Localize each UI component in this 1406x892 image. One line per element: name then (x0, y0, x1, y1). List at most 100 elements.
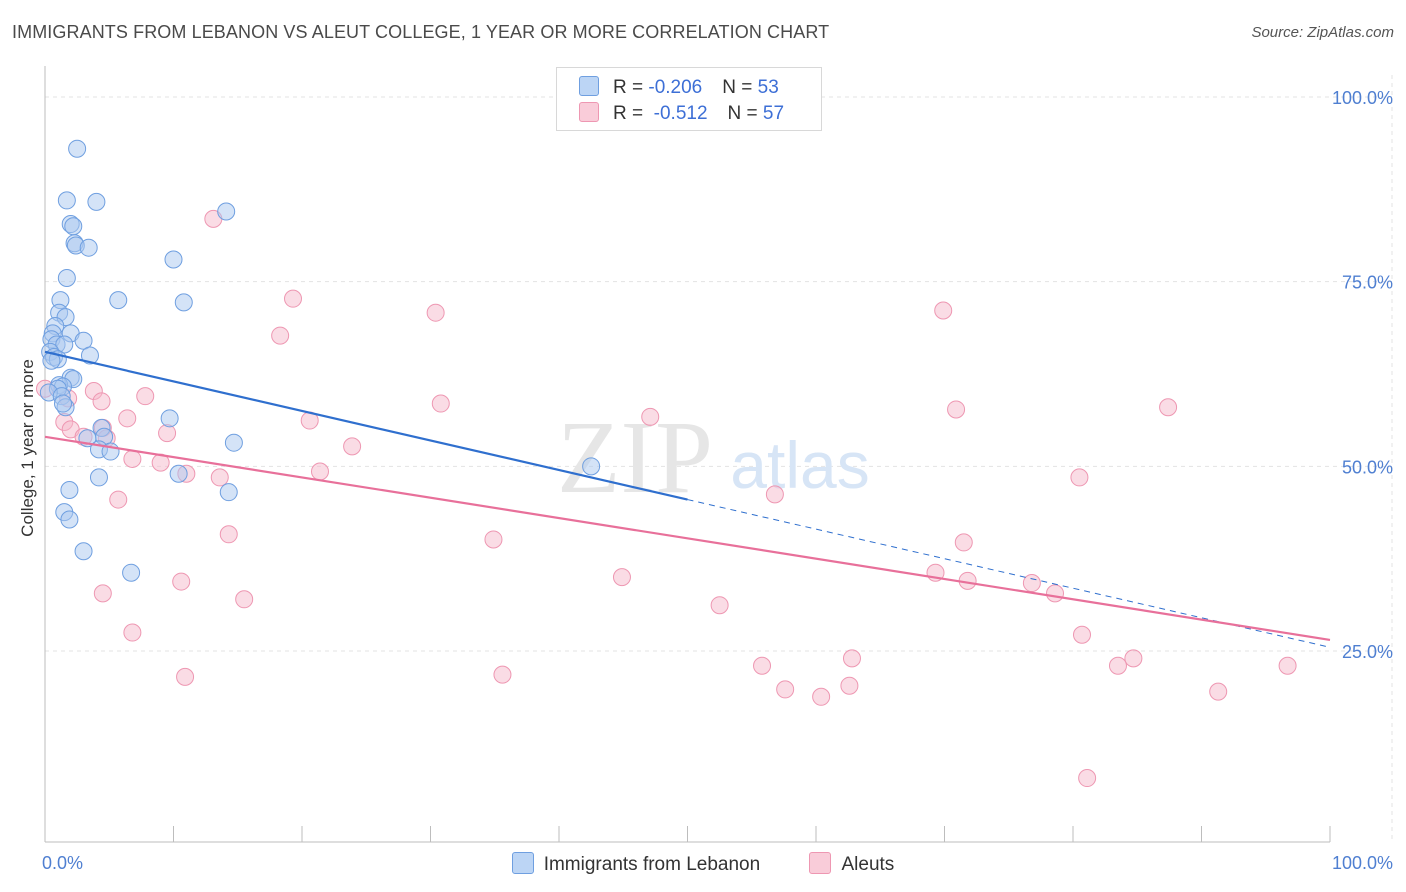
series-legend: Immigrants from Lebanon Aleuts (0, 852, 1406, 876)
data-point-aleuts (612, 568, 631, 587)
chart-title: IMMIGRANTS FROM LEBANON VS ALEUT COLLEGE… (12, 22, 830, 42)
data-point-aleuts (765, 485, 784, 504)
data-point-aleuts (493, 665, 512, 684)
legend-label-lebanon: Immigrants from Lebanon (543, 854, 761, 875)
legend-swatch-lebanon (511, 852, 534, 874)
data-point-aleuts (431, 394, 450, 413)
legend-item-aleuts: Aleuts (809, 852, 894, 876)
data-point-aleuts (812, 687, 831, 706)
data-point-aleuts (934, 301, 953, 320)
n-label: N = (722, 77, 758, 98)
legend-swatch-lebanon (579, 76, 599, 96)
data-point-aleuts (1124, 649, 1143, 668)
x-tick-label: 100.0% (1332, 853, 1393, 873)
legend-row-lebanon: R = -0.206 N = 53 (579, 76, 779, 100)
data-point-aleuts (1072, 625, 1091, 644)
data-point-lebanon (68, 139, 87, 158)
data-point-aleuts (954, 533, 973, 552)
y-tick-label: 75.0% (1342, 273, 1393, 293)
r-value-aleuts: -0.512 (648, 103, 708, 124)
trend-lines (44, 350, 1331, 648)
data-point-aleuts (343, 437, 362, 456)
data-point-lebanon (109, 291, 128, 310)
data-point-lebanon (219, 483, 238, 502)
data-point-aleuts (1159, 398, 1178, 417)
data-point-aleuts (641, 407, 660, 426)
data-point-lebanon (53, 394, 72, 413)
n-value-aleuts: 57 (762, 103, 785, 124)
data-point-aleuts (1078, 769, 1097, 788)
watermark-zip: ZIP (557, 400, 713, 515)
data-point-aleuts (176, 667, 195, 686)
data-point-aleuts (109, 490, 128, 509)
data-point-aleuts (1070, 468, 1089, 487)
legend-row-aleuts: R = -0.512 N = 57 (579, 102, 784, 126)
legend-label-aleuts: Aleuts (841, 854, 895, 875)
data-point-aleuts (118, 409, 137, 428)
data-point-aleuts (271, 326, 290, 345)
data-point-aleuts (776, 680, 795, 699)
series-lebanon-points (39, 139, 601, 582)
grid-lines (45, 75, 1393, 842)
data-point-lebanon (89, 468, 108, 487)
r-label: R = (613, 77, 649, 98)
data-point-aleuts (1209, 682, 1228, 701)
y-tick-label: 100.0% (1332, 88, 1393, 108)
legend-swatch-aleuts (809, 852, 832, 874)
data-point-lebanon (79, 238, 98, 257)
data-point-aleuts (753, 656, 772, 675)
data-point-aleuts (710, 596, 729, 615)
n-label: N = (727, 103, 763, 124)
data-point-lebanon (160, 409, 179, 428)
data-point-lebanon (87, 192, 106, 211)
r-label: R = (613, 103, 649, 124)
n-value-lebanon: 53 (757, 77, 779, 98)
data-point-lebanon (217, 202, 236, 221)
source-label: Source: ZipAtlas.com (1251, 24, 1394, 41)
data-point-lebanon (174, 293, 193, 312)
y-tick-label: 25.0% (1342, 642, 1393, 662)
data-point-aleuts (92, 392, 111, 411)
x-tick-label: 0.0% (42, 853, 83, 873)
data-point-aleuts (840, 676, 859, 695)
legend-swatch-aleuts (579, 102, 599, 122)
data-point-lebanon (224, 433, 243, 452)
data-point-aleuts (1046, 584, 1065, 603)
data-point-aleuts (93, 584, 112, 603)
data-point-lebanon (164, 250, 183, 269)
axes (44, 66, 1331, 843)
data-point-aleuts (219, 525, 238, 544)
data-point-lebanon (74, 542, 93, 561)
data-point-lebanon (122, 563, 141, 582)
data-point-aleuts (158, 424, 177, 443)
data-point-aleuts (172, 572, 191, 591)
data-point-aleuts (136, 387, 155, 406)
data-point-aleuts (1278, 656, 1297, 675)
watermark: ZIP atlas (557, 400, 870, 515)
data-point-lebanon (57, 268, 76, 287)
data-point-aleuts (1108, 656, 1127, 675)
trend-line-aleuts (44, 435, 1331, 642)
data-point-lebanon (169, 464, 188, 483)
data-point-aleuts (284, 289, 303, 308)
data-point-lebanon (57, 191, 76, 210)
data-point-aleuts (947, 400, 966, 419)
y-axis-label: College, 1 year or more (18, 359, 37, 537)
data-point-lebanon (60, 480, 79, 499)
data-point-aleuts (123, 449, 142, 468)
data-point-lebanon (582, 457, 601, 476)
data-point-aleuts (484, 530, 503, 549)
data-point-aleuts (235, 590, 254, 609)
data-point-lebanon (60, 510, 79, 529)
data-point-lebanon (80, 346, 99, 365)
data-point-aleuts (123, 623, 142, 642)
r-value-lebanon: -0.206 (648, 77, 703, 98)
trend-line-lebanon (44, 350, 688, 501)
data-point-aleuts (1022, 574, 1041, 593)
legend-item-lebanon: Immigrants from Lebanon (511, 852, 761, 876)
data-point-aleuts (842, 649, 861, 668)
watermark-atlas: atlas (730, 428, 869, 502)
data-point-aleuts (426, 303, 445, 322)
data-point-lebanon (64, 217, 83, 236)
